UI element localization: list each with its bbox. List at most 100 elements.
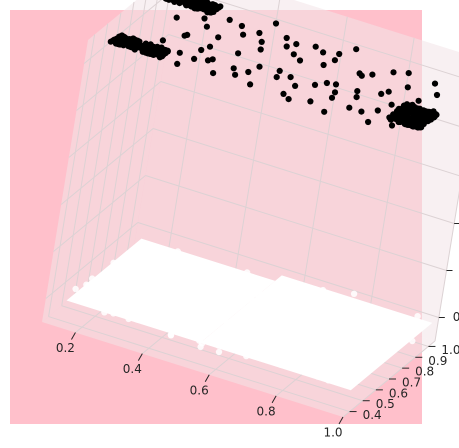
data-point-bottom xyxy=(224,282,231,289)
data-point-bottom xyxy=(273,296,280,303)
data-point-bottom xyxy=(312,286,319,293)
data-point-bottom xyxy=(280,335,287,343)
data-point-bottom xyxy=(101,309,108,316)
data-point-bottom xyxy=(350,362,357,369)
data-point-bottom xyxy=(383,323,391,330)
data-point-top xyxy=(312,43,319,50)
data-point-bottom xyxy=(280,276,287,283)
data-point-top-cluster xyxy=(212,3,219,10)
data-point-top xyxy=(285,96,292,103)
data-point-top xyxy=(388,101,395,108)
data-point-top xyxy=(215,34,222,41)
data-point-bottom xyxy=(308,351,315,358)
data-point-bottom xyxy=(214,304,221,312)
data-point-bottom xyxy=(145,311,152,318)
data-point-bottom xyxy=(292,317,299,324)
data-point-bottom xyxy=(350,379,357,386)
data-point-top xyxy=(283,43,290,50)
data-point-bottom xyxy=(189,330,197,337)
data-point-top xyxy=(365,118,372,126)
data-point-bottom xyxy=(299,314,307,321)
tick-label-y: 0.5 xyxy=(376,397,395,411)
data-point-top xyxy=(245,68,252,76)
data-point-bottom xyxy=(414,313,421,320)
data-point-bottom xyxy=(99,301,106,308)
data-point-bottom xyxy=(157,270,164,277)
pane-back-wall xyxy=(134,0,459,341)
data-point-top xyxy=(247,81,254,88)
tick-mark-x xyxy=(271,395,277,404)
data-point-top xyxy=(336,50,343,58)
grid-line-z-wall xyxy=(60,128,154,205)
data-point-top xyxy=(198,46,205,54)
data-point-top xyxy=(257,46,264,53)
data-point-bottom xyxy=(262,331,269,338)
data-point-bottom xyxy=(152,247,160,254)
data-point-bottom xyxy=(301,324,308,331)
data-point-bottom xyxy=(218,335,225,343)
data-point-bottom xyxy=(74,292,82,300)
grid-line-z-back xyxy=(153,128,455,224)
data-point-bottom xyxy=(403,322,411,329)
data-point-top xyxy=(405,70,412,77)
data-point-top xyxy=(346,104,353,111)
data-point-bottom xyxy=(110,259,117,266)
data-point-top-cluster xyxy=(107,38,114,45)
data-point-bottom xyxy=(168,280,175,287)
data-point-bottom xyxy=(144,247,151,255)
data-point-top xyxy=(415,97,422,104)
data-point-bottom xyxy=(104,302,111,309)
data-point-bottom xyxy=(291,324,298,332)
data-point-bottom xyxy=(165,325,172,332)
data-point-bottom xyxy=(296,335,303,342)
data-point-bottom xyxy=(357,347,365,354)
data-point-top xyxy=(191,55,198,63)
tick-label-y: 0.9 xyxy=(428,354,447,368)
grid-line-x-back xyxy=(233,0,281,278)
data-point-bottom xyxy=(125,315,132,323)
data-point-bottom xyxy=(200,293,207,300)
data-point-top xyxy=(283,34,290,42)
data-point-top-cluster xyxy=(173,0,179,2)
data-point-top xyxy=(385,88,392,95)
data-point-bottom xyxy=(72,285,79,293)
data-point-bottom xyxy=(164,317,171,324)
grid-line-z-wall xyxy=(53,175,146,252)
grid-line-y-wall xyxy=(126,0,169,252)
data-point-bottom xyxy=(401,329,408,336)
tick-mark-x xyxy=(71,332,76,340)
data-point-top-cluster xyxy=(164,47,171,54)
data-point-bottom xyxy=(323,343,330,350)
data-point-bottom xyxy=(133,287,140,295)
tick-label-y: 0.7 xyxy=(402,376,421,390)
data-point-bottom xyxy=(347,318,355,325)
data-point-top xyxy=(272,20,280,27)
data-point-top-cluster xyxy=(125,41,132,49)
data-point-top xyxy=(276,67,283,74)
data-point-bottom xyxy=(110,305,117,313)
series-bottom-points xyxy=(66,238,433,391)
data-point-bottom xyxy=(326,337,333,344)
data-point-bottom xyxy=(299,294,307,301)
data-point-top-cluster xyxy=(205,5,212,12)
data-point-bottom xyxy=(269,320,276,327)
data-point-bottom xyxy=(391,331,398,338)
data-point-bottom xyxy=(314,327,322,334)
data-point-bottom xyxy=(327,329,334,336)
data-point-bottom xyxy=(240,313,247,320)
data-point-bottom xyxy=(171,254,178,262)
data-point-bottom xyxy=(127,279,135,287)
data-point-bottom xyxy=(285,345,293,352)
data-point-bottom xyxy=(419,322,427,330)
data-point-bottom xyxy=(303,331,310,339)
data-point-bottom xyxy=(316,370,324,377)
data-point-top-cluster xyxy=(177,0,184,3)
tick-label-x: 0.2 xyxy=(56,341,75,355)
data-point-bottom xyxy=(215,289,222,296)
data-point-bottom xyxy=(340,380,348,387)
data-point-bottom xyxy=(383,339,390,346)
data-point-top xyxy=(332,81,340,88)
data-point-bottom xyxy=(254,286,261,294)
data-point-bottom xyxy=(333,371,341,378)
grid-line-z-back xyxy=(137,222,439,318)
